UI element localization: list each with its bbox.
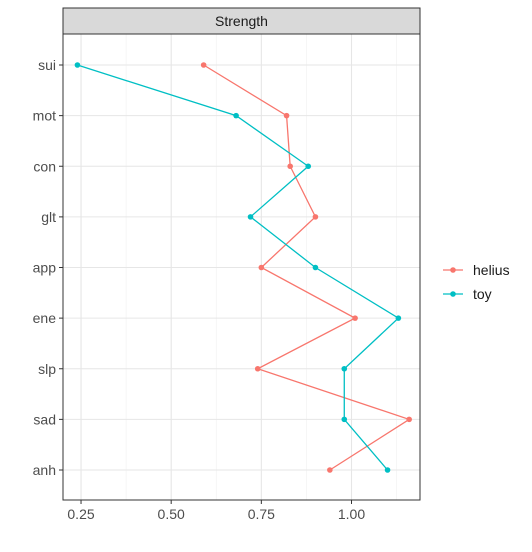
y-tick-label-sad: sad (33, 411, 56, 427)
data-point-helius-anh (327, 467, 333, 473)
legend-key-point-helius (450, 267, 456, 273)
data-point-helius-slp (254, 365, 261, 372)
legend-key-point-toy (450, 291, 456, 297)
y-tick-label-anh: anh (33, 462, 56, 478)
data-point-toy-sad (341, 416, 348, 423)
data-point-toy-mot (233, 112, 239, 119)
x-tick-label: 0.50 (158, 506, 185, 522)
data-point-toy-slp (341, 365, 348, 372)
legend-label-helius: helius (473, 262, 510, 278)
x-tick-label: 0.25 (67, 506, 94, 522)
y-tick-label-glt: glt (41, 209, 56, 225)
data-point-toy-sui (74, 62, 81, 68)
data-point-toy-anh (384, 467, 391, 473)
x-axis: 0.25 0.50 0.75 1.00 (67, 500, 365, 522)
y-tick-label-ene: ene (33, 310, 57, 326)
facet-label: Strength (215, 13, 268, 29)
data-point-toy-con (305, 163, 312, 170)
data-point-helius-glt (312, 214, 319, 220)
x-tick-label: 1.00 (338, 506, 365, 522)
y-tick-label-con: con (33, 158, 56, 174)
data-point-toy-app (312, 264, 319, 271)
data-point-helius-sad (406, 416, 412, 423)
y-tick-label-sui: sui (38, 57, 56, 73)
legend: helius toy (443, 262, 510, 302)
data-point-helius-sui (200, 62, 207, 68)
data-point-helius-con (287, 163, 293, 170)
y-tick-label-mot: mot (33, 108, 56, 124)
data-point-toy-glt (247, 214, 254, 220)
data-point-helius-app (258, 264, 265, 271)
legend-label-toy: toy (473, 286, 492, 302)
data-point-helius-mot (283, 112, 290, 119)
data-point-helius-ene (352, 315, 358, 321)
panel-strip (62, 7, 421, 35)
y-tick-label-slp: slp (38, 361, 56, 377)
y-tick-label-app: app (33, 260, 57, 276)
y-axis: sui mot con glt app ene slp sad anh (33, 57, 63, 478)
x-tick-label: 0.75 (248, 506, 275, 522)
data-point-toy-ene (395, 315, 402, 321)
series-points (74, 62, 412, 473)
